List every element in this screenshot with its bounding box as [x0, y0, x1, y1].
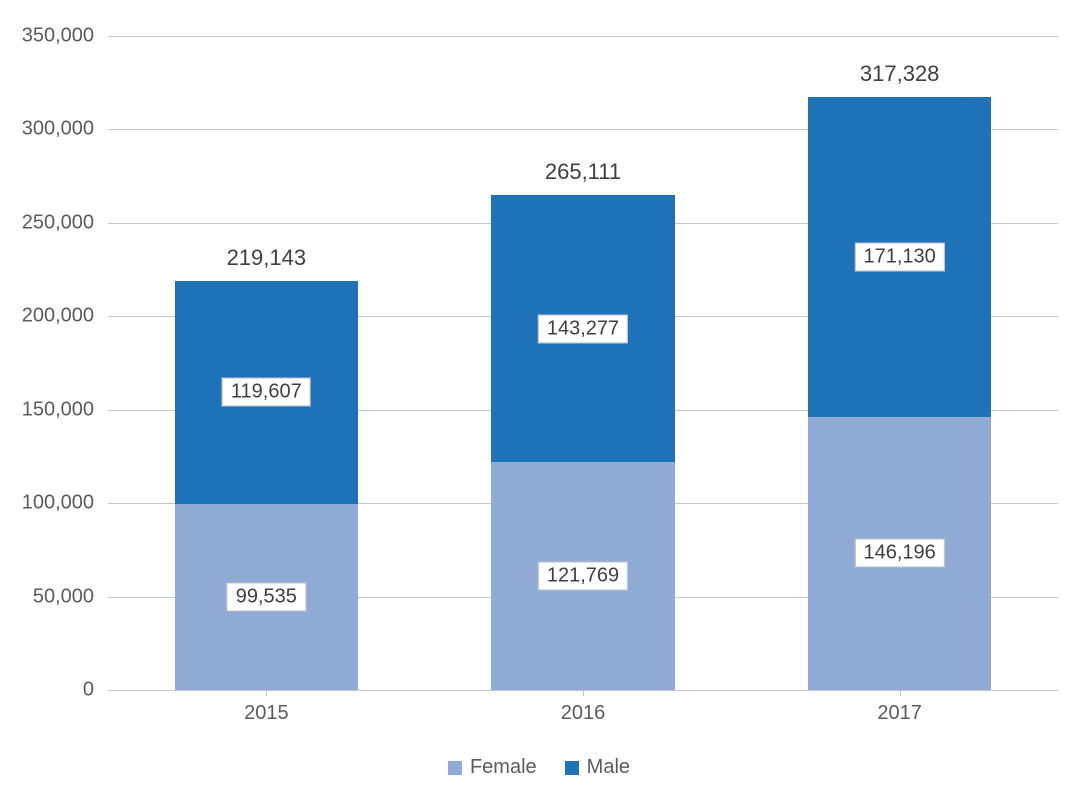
- bar-total-label: 265,111: [545, 159, 621, 185]
- x-axis-tick-label: 2016: [561, 702, 606, 725]
- y-axis-tick-label: 0: [0, 679, 94, 702]
- x-axis-tick-label: 2017: [877, 702, 922, 725]
- legend-label: Female: [470, 756, 537, 779]
- bar-segment-label: 146,196: [855, 539, 945, 568]
- bar-segment-label: 143,277: [538, 314, 628, 343]
- legend: Female Male: [0, 756, 1078, 779]
- bar-total-label: 219,143: [227, 245, 307, 271]
- x-axis-tick: [583, 690, 584, 696]
- y-axis-tick-label: 300,000: [0, 118, 94, 141]
- legend-swatch-female: [448, 761, 462, 775]
- bar-segment-label: 119,607: [222, 378, 311, 407]
- bar-segment-label: 99,535: [227, 583, 306, 612]
- legend-item-male: Male: [565, 756, 630, 779]
- stacked-bar-chart: 0 50,000 100,000 150,000 200,000 250,000 300,0…: [0, 0, 1078, 796]
- y-axis-tick-label: 100,000: [0, 492, 94, 515]
- x-axis-tick: [900, 690, 901, 696]
- x-axis-tick-label: 2015: [244, 702, 289, 725]
- y-axis-tick-label: 50,000: [0, 585, 94, 608]
- legend-label: Male: [587, 756, 630, 779]
- y-axis-tick-label: 350,000: [0, 25, 94, 48]
- y-axis-tick-label: 150,000: [0, 398, 94, 421]
- gridline: [108, 36, 1058, 37]
- y-axis-tick-label: 250,000: [0, 211, 94, 234]
- y-axis-tick-label: 200,000: [0, 305, 94, 328]
- legend-item-female: Female: [448, 756, 537, 779]
- legend-swatch-male: [565, 761, 579, 775]
- x-axis-tick: [266, 690, 267, 696]
- bar-total-label: 317,328: [860, 61, 940, 87]
- bar-segment-label: 121,769: [538, 562, 628, 591]
- bar-segment-label: 171,130: [855, 242, 945, 271]
